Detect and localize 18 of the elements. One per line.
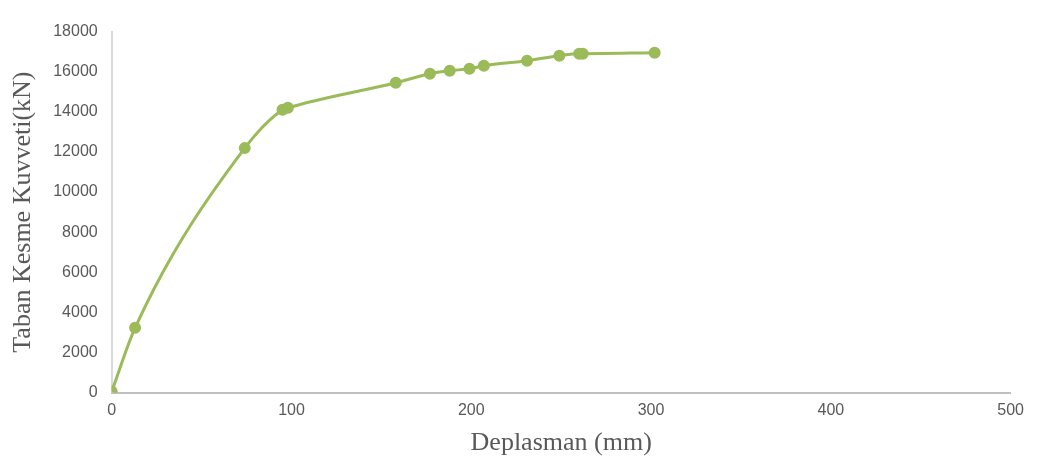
y-tick-label: 14000 bbox=[53, 102, 98, 120]
x-tick-label: 100 bbox=[278, 400, 305, 418]
x-tick-label: 300 bbox=[637, 400, 665, 418]
x-tick-label: 200 bbox=[457, 400, 485, 418]
y-tick-label: 2000 bbox=[62, 342, 98, 360]
y-axis-title: Taban Kesme Kuvveti(kN) bbox=[7, 71, 37, 353]
y-tick-label: 0 bbox=[88, 383, 98, 401]
y-tick-label: 10000 bbox=[53, 182, 98, 200]
y-tick-label: 4000 bbox=[62, 302, 98, 320]
x-tick-label: 400 bbox=[817, 400, 845, 418]
x-axis-title: Deplasman (mm) bbox=[470, 427, 652, 457]
y-tick-label: 18000 bbox=[53, 22, 98, 40]
y-tick-label: 16000 bbox=[53, 62, 98, 80]
x-tick-label: 500 bbox=[997, 400, 1025, 418]
y-tick-label: 8000 bbox=[62, 222, 98, 240]
y-tick-label: 6000 bbox=[62, 262, 98, 280]
x-tick-label: 0 bbox=[107, 400, 117, 418]
y-tick-label: 12000 bbox=[53, 142, 98, 160]
